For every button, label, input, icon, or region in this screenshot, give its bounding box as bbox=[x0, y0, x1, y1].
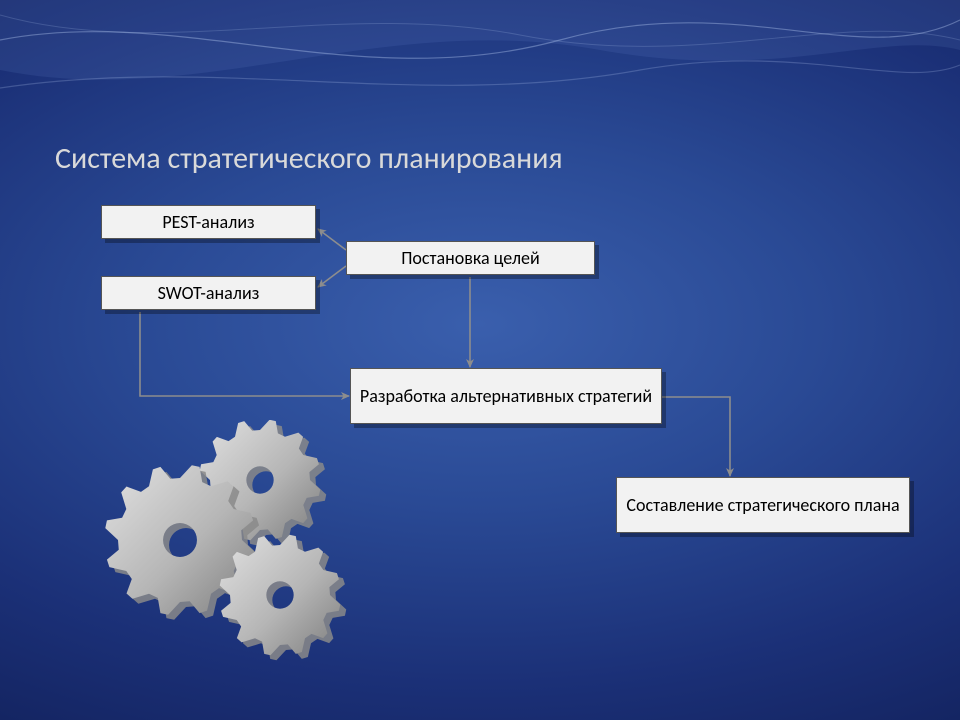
flowchart-node-swot: SWOT-анализ bbox=[101, 276, 316, 310]
flowchart-node-plan: Составление стратегического плана bbox=[616, 477, 910, 533]
slide-title: Система стратегического планирования bbox=[55, 140, 563, 177]
flowchart-node-pest: PEST-анализ bbox=[101, 205, 316, 239]
flowchart-node-goals: Постановка целей bbox=[346, 241, 595, 275]
gears-decoration bbox=[90, 420, 390, 680]
gear-icon bbox=[220, 535, 340, 655]
flowchart-node-alt: Разработка альтернативных стратегий bbox=[350, 368, 662, 424]
